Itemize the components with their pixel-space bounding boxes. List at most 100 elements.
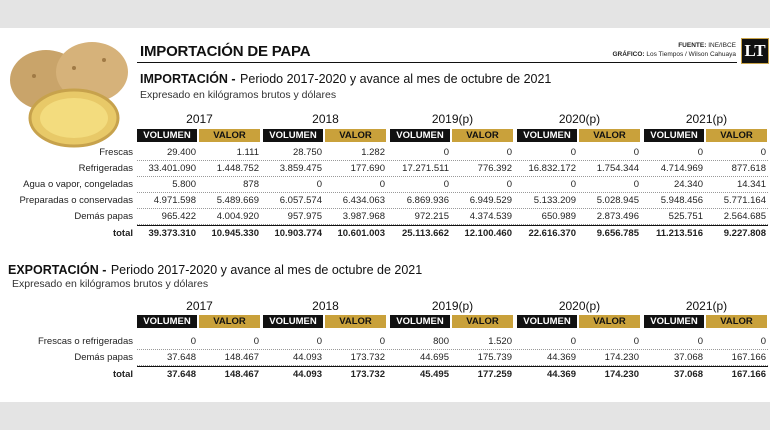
cell: 6.869.936: [406, 195, 449, 206]
potato-illustration: [10, 42, 128, 148]
cell: 4.971.598: [153, 195, 196, 206]
cell: 2.564.685: [723, 211, 766, 222]
credit: GRÁFICO: Los Tiempos / Wilson Cahuaya: [612, 51, 736, 59]
year-header: 2017: [137, 300, 262, 312]
cell: 29.400: [166, 147, 196, 158]
row-label: Demás papas: [74, 211, 133, 222]
cell: 6.434.063: [342, 195, 385, 206]
cell: 5.133.209: [533, 195, 576, 206]
total-cell: 177.259: [477, 369, 512, 380]
cell: 175.739: [477, 352, 512, 363]
year: 2017: [186, 112, 213, 126]
total-cell: 37.648: [166, 369, 196, 380]
source-label: FUENTE:: [678, 42, 707, 49]
section-unit: Expresado en kilógramos brutos y dólares: [140, 89, 337, 101]
volume-header: VOLUMEN: [263, 129, 323, 142]
cell: 0: [570, 179, 576, 190]
cell: 0: [379, 179, 385, 190]
value-header: VALOR: [452, 129, 513, 142]
year: 2018: [312, 112, 339, 126]
cell: 3.987.968: [342, 211, 385, 222]
section-heading: IMPORTACIÓN - Periodo 2017-2020 y avance…: [140, 71, 551, 87]
cell: 24.340: [673, 179, 703, 190]
section-period: Periodo 2017-2020 y avance al mes de oct…: [110, 263, 423, 277]
year-note: (p): [712, 299, 728, 313]
total-cell: 22.616.370: [528, 228, 576, 239]
source-text: INE/IBCE: [708, 42, 736, 49]
year-header: 2019(p): [390, 113, 515, 125]
cell: 17.271.511: [402, 163, 449, 174]
cell: 1.282: [361, 147, 385, 158]
cell: 16.832.172: [528, 163, 576, 174]
year-header: 2020(p): [517, 113, 642, 125]
cell: 6.057.574: [279, 195, 322, 206]
total-rule: [137, 225, 768, 226]
row-separator: [137, 192, 768, 193]
volume-header: VOLUMEN: [137, 129, 197, 142]
cell: 0: [190, 336, 196, 347]
year-header: 2019(p): [390, 300, 515, 312]
credit-label: GRÁFICO:: [612, 51, 645, 58]
cell: 4.374.539: [469, 211, 512, 222]
total-cell: 148.467: [224, 369, 259, 380]
logo: LT: [741, 38, 769, 64]
total-label: total: [112, 228, 133, 239]
volume-header: VOLUMEN: [517, 129, 577, 142]
total-cell: 173.732: [350, 369, 385, 380]
total-cell: 9.656.785: [596, 228, 639, 239]
cell: 0: [697, 336, 703, 347]
year-note: (p): [585, 112, 601, 126]
cell: 525.751: [668, 211, 703, 222]
section-unit: Expresado en kilógramos brutos y dólares: [12, 278, 209, 290]
row-label: Demás papas: [74, 352, 133, 363]
cell: 33.401.090: [148, 163, 196, 174]
cell: 4.004.920: [216, 211, 259, 222]
cell: 1.448.752: [216, 163, 259, 174]
year: 2019: [431, 112, 459, 126]
cell: 177.690: [350, 163, 385, 174]
year: 2018: [312, 299, 339, 313]
cell: 0: [633, 336, 639, 347]
cell: 650.989: [541, 211, 576, 222]
total-cell: 39.373.310: [148, 228, 196, 239]
row-label: Refrigeradas: [78, 163, 133, 174]
title-rule: [137, 62, 737, 63]
cell: 0: [697, 147, 703, 158]
cell: 1.754.344: [596, 163, 639, 174]
year-note: (p): [712, 112, 728, 126]
row-label: Preparadas o conservadas: [19, 195, 133, 206]
cell: 3.859.475: [279, 163, 322, 174]
cell: 37.648: [166, 352, 196, 363]
total-cell: 9.227.808: [723, 228, 766, 239]
cell: 965.422: [161, 211, 196, 222]
cell: 148.467: [224, 352, 259, 363]
value-header: VALOR: [706, 129, 767, 142]
year-header: 2021(p): [644, 113, 769, 125]
section-period: Periodo 2017-2020 y avance al mes de oct…: [240, 72, 552, 86]
cell: 776.392: [477, 163, 512, 174]
volume-header: VOLUMEN: [644, 129, 704, 142]
row-label: Frescas: [99, 147, 133, 158]
cell: 877.618: [731, 163, 766, 174]
cell: 37.068: [673, 352, 703, 363]
cell: 800: [433, 336, 449, 347]
cell: 0: [570, 336, 576, 347]
year-header: 2017: [137, 113, 262, 125]
total-cell: 11.213.516: [655, 228, 703, 239]
total-cell: 174.230: [604, 369, 639, 380]
value-header: VALOR: [199, 315, 260, 328]
cell: 1.520: [488, 336, 512, 347]
year-note: (p): [458, 299, 474, 313]
volume-header: VOLUMEN: [263, 315, 323, 328]
year-header: 2020(p): [517, 300, 642, 312]
year: 2021: [685, 299, 713, 313]
cell: 0: [633, 179, 639, 190]
cell: 1.111: [236, 147, 259, 158]
year: 2017: [186, 299, 213, 313]
year: 2021: [685, 112, 713, 126]
total-rule: [137, 366, 768, 367]
cell: 972.215: [414, 211, 449, 222]
volume-header: VOLUMEN: [390, 315, 450, 328]
cell: 5.489.669: [216, 195, 259, 206]
total-cell: 10.945.330: [211, 228, 259, 239]
